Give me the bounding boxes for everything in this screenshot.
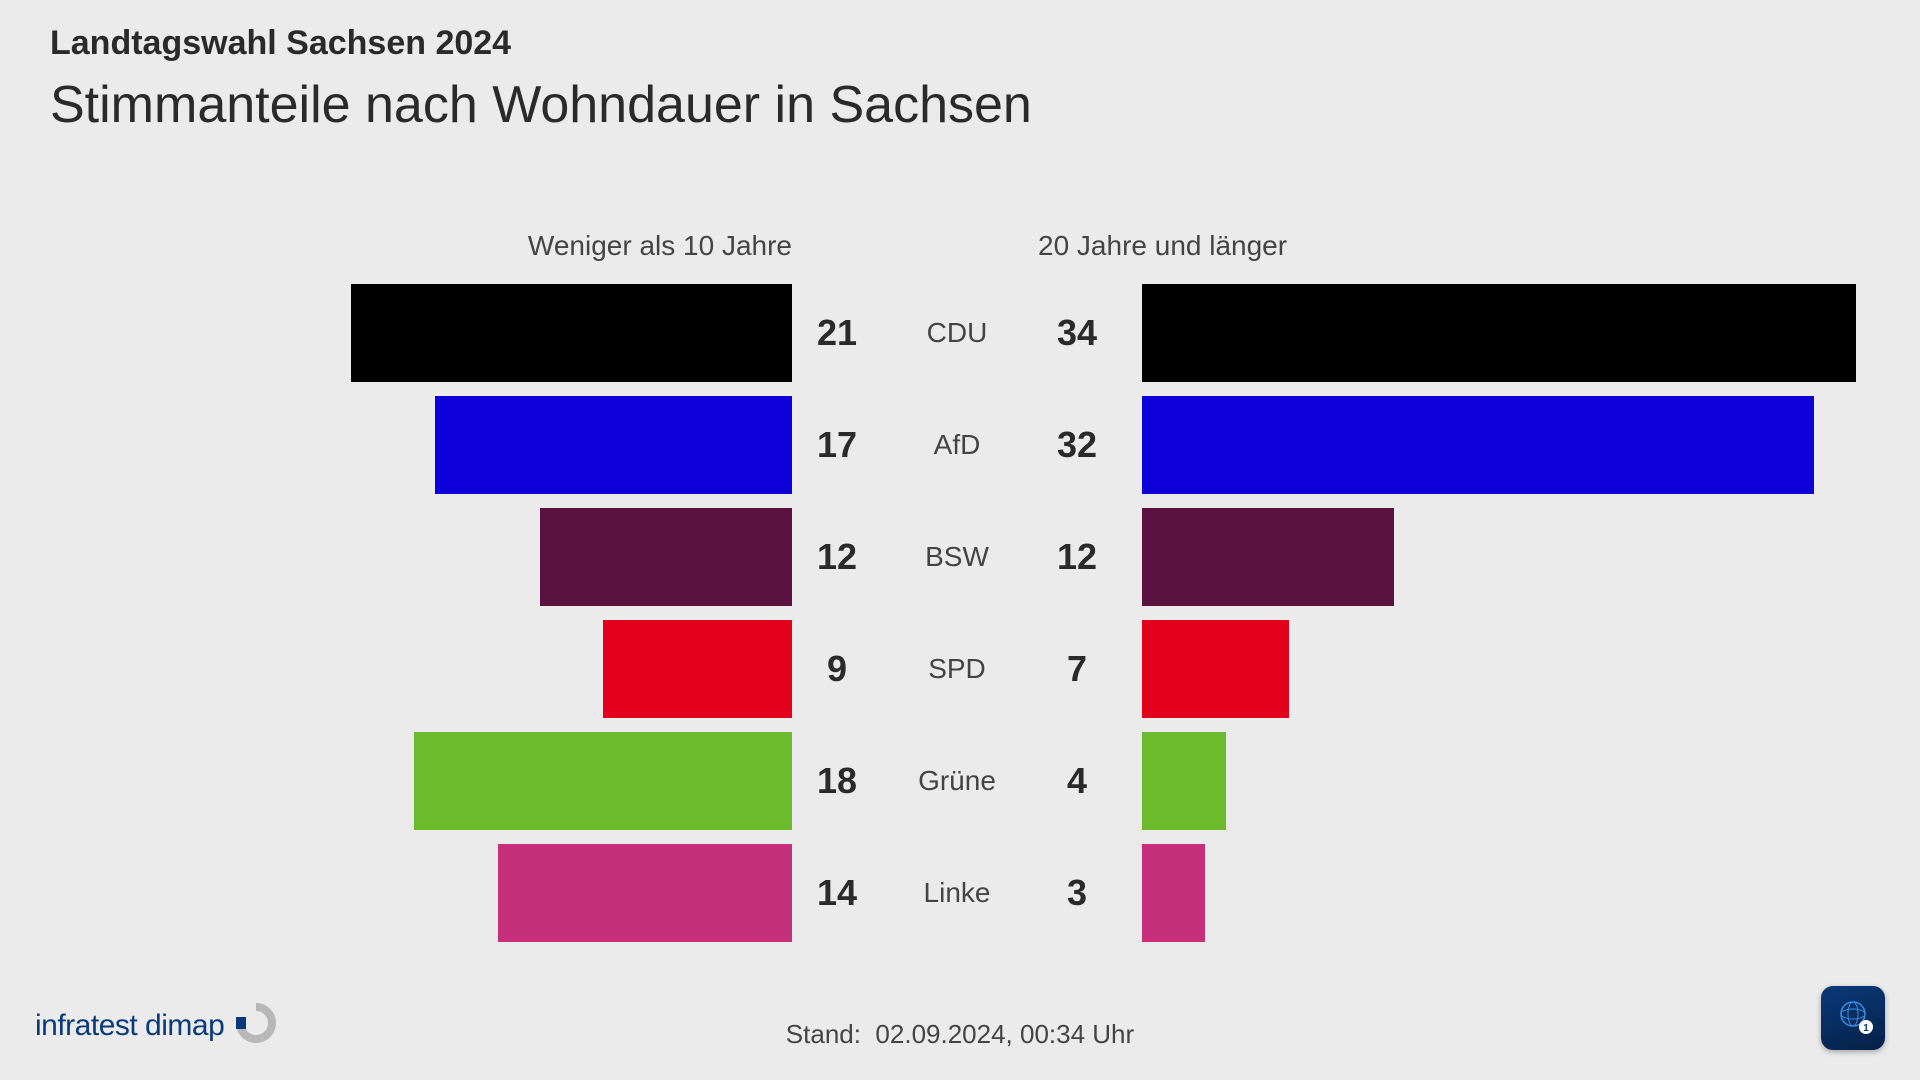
right-value: 12 [1032, 536, 1122, 578]
left-bar [351, 284, 792, 382]
right-bar-wrap [1122, 620, 1920, 718]
right-value: 7 [1032, 648, 1122, 690]
left-value: 14 [792, 872, 882, 914]
supertitle: Landtagswahl Sachsen 2024 [50, 24, 1032, 63]
left-value: 9 [792, 648, 882, 690]
left-bar-wrap [0, 508, 792, 606]
right-value: 34 [1032, 312, 1122, 354]
right-bar-wrap [1122, 844, 1920, 942]
left-value: 18 [792, 760, 882, 802]
left-bar [414, 732, 792, 830]
stand-value: 02.09.2024, 00:34 Uhr [875, 1019, 1134, 1049]
right-bar [1142, 396, 1814, 494]
chart-row: 14Linke3 [0, 844, 1920, 942]
left-bar [540, 508, 792, 606]
right-value: 32 [1032, 424, 1122, 466]
right-bar [1142, 284, 1856, 382]
party-label: AfD [882, 429, 1032, 461]
right-value: 3 [1032, 872, 1122, 914]
left-bar [435, 396, 792, 494]
chart-row: 9SPD7 [0, 620, 1920, 718]
chart-row: 18Grüne4 [0, 732, 1920, 830]
party-label: CDU [882, 317, 1032, 349]
diverging-bar-chart: Weniger als 10 Jahre 20 Jahre und länger… [0, 230, 1920, 956]
left-bar-wrap [0, 284, 792, 382]
chart-row: 12BSW12 [0, 508, 1920, 606]
chart-header: Landtagswahl Sachsen 2024 Stimmanteile n… [50, 24, 1032, 135]
chart-row: 21CDU34 [0, 284, 1920, 382]
right-column-header: 20 Jahre und länger [1038, 230, 1287, 262]
infratest-dimap-icon [234, 1001, 278, 1050]
left-bar [498, 844, 792, 942]
party-label: Linke [882, 877, 1032, 909]
left-bar-wrap [0, 732, 792, 830]
right-bar [1142, 844, 1205, 942]
left-bar-wrap [0, 620, 792, 718]
footer: infratest dimap Stand: 02.09.2024, 00:34… [0, 1019, 1920, 1050]
right-bar-wrap [1122, 284, 1920, 382]
right-bar [1142, 508, 1394, 606]
column-headers: Weniger als 10 Jahre 20 Jahre und länger [0, 230, 1920, 262]
party-label: BSW [882, 541, 1032, 573]
party-label: SPD [882, 653, 1032, 685]
right-bar [1142, 620, 1289, 718]
stand-text: Stand: 02.09.2024, 00:34 Uhr [0, 1019, 1920, 1050]
ard-logo: 1 [1821, 986, 1885, 1050]
chart-rows: 21CDU3417AfD3212BSW129SPD718Grüne414Link… [0, 284, 1920, 942]
left-value: 21 [792, 312, 882, 354]
ard-globe-icon: 1 [1829, 994, 1877, 1042]
stand-label: Stand: [786, 1019, 861, 1049]
left-bar-wrap [0, 844, 792, 942]
chart-row: 17AfD32 [0, 396, 1920, 494]
left-value: 17 [792, 424, 882, 466]
chart-title: Stimmanteile nach Wohndauer in Sachsen [50, 75, 1032, 135]
svg-text:1: 1 [1863, 1023, 1869, 1034]
right-bar [1142, 732, 1226, 830]
right-value: 4 [1032, 760, 1122, 802]
left-value: 12 [792, 536, 882, 578]
left-bar-wrap [0, 396, 792, 494]
left-bar [603, 620, 792, 718]
right-bar-wrap [1122, 396, 1920, 494]
infratest-dimap-text: infratest dimap [35, 1009, 224, 1043]
party-label: Grüne [882, 765, 1032, 797]
left-column-header: Weniger als 10 Jahre [0, 230, 792, 262]
right-bar-wrap [1122, 508, 1920, 606]
right-bar-wrap [1122, 732, 1920, 830]
infratest-dimap-logo: infratest dimap [35, 1001, 278, 1050]
